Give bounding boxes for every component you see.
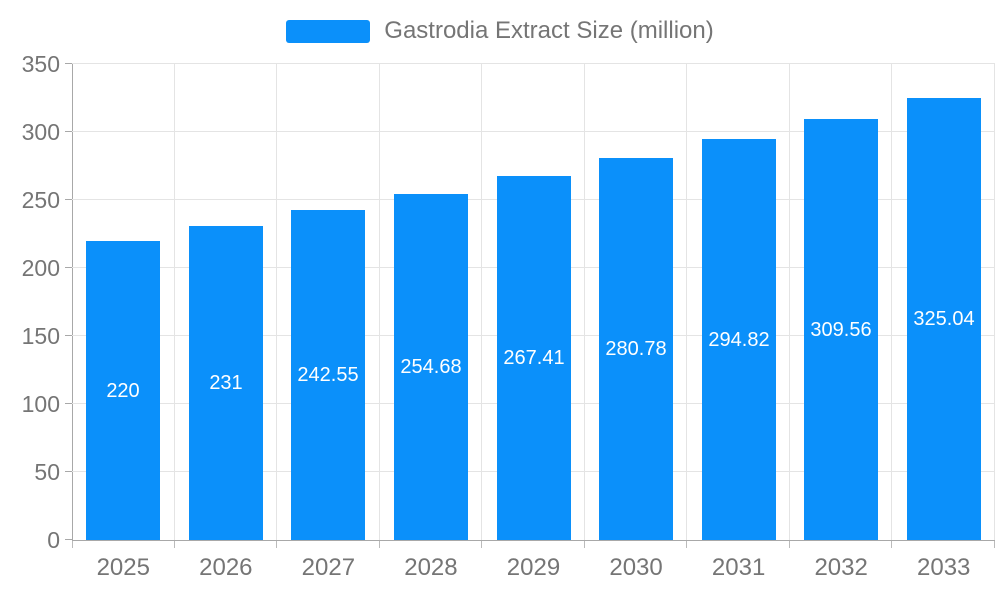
y-axis-line bbox=[72, 64, 73, 540]
x-gridline bbox=[994, 64, 995, 540]
bar-2031[interactable]: 294.82 bbox=[702, 139, 776, 540]
x-axis-tick bbox=[686, 541, 688, 548]
x-axis-tick bbox=[378, 541, 380, 548]
bar-2029[interactable]: 267.41 bbox=[497, 176, 571, 540]
y-axis-tick-label: 50 bbox=[34, 459, 60, 485]
bar-value-label: 242.55 bbox=[297, 364, 359, 386]
y-axis-tick bbox=[65, 199, 72, 200]
x-gridline bbox=[378, 64, 380, 540]
x-gridline bbox=[583, 64, 585, 540]
bar-2032[interactable]: 309.56 bbox=[804, 119, 878, 540]
x-axis-tick bbox=[994, 541, 995, 548]
y-axis-tick bbox=[65, 539, 72, 540]
bar-value-label: 309.56 bbox=[810, 318, 872, 341]
y-axis-tick bbox=[65, 267, 72, 268]
y-axis-tick bbox=[65, 335, 72, 336]
x-axis-label: 2027 bbox=[301, 554, 356, 581]
plot-area: 220 231 242.55 254.68 267.41 280.78 294.82 309.… bbox=[65, 63, 995, 548]
y-axis-tick bbox=[65, 471, 72, 472]
bar-2026[interactable]: 231 bbox=[189, 226, 263, 540]
x-axis-label: 2033 bbox=[917, 554, 971, 581]
legend-label: Gastrodia Extract Size (million) bbox=[384, 17, 714, 44]
x-axis-label: 2025 bbox=[96, 554, 150, 581]
y-gridline bbox=[72, 63, 995, 64]
y-axis-tick-label: 200 bbox=[21, 255, 60, 281]
legend[interactable]: Gastrodia Extract Size (million) bbox=[0, 19, 1000, 43]
bar-value-label: 231 bbox=[209, 372, 243, 394]
x-axis-tick bbox=[276, 541, 278, 548]
x-axis-label: 2031 bbox=[711, 554, 766, 581]
bar-value-label: 267.41 bbox=[503, 347, 565, 369]
x-axis-tick bbox=[788, 541, 790, 548]
x-gridline bbox=[891, 64, 893, 540]
y-axis-tick-label: 150 bbox=[21, 323, 60, 349]
bar-value-label: 294.82 bbox=[708, 328, 770, 351]
x-gridline bbox=[481, 64, 483, 540]
x-axis-tick bbox=[891, 541, 893, 548]
x-axis-tick bbox=[583, 541, 585, 548]
y-axis-tick bbox=[65, 131, 72, 132]
legend-swatch-icon bbox=[286, 19, 371, 43]
bar-2030[interactable]: 280.78 bbox=[599, 158, 673, 540]
y-gridline bbox=[72, 131, 995, 132]
x-gridline bbox=[686, 64, 688, 540]
x-axis-tick bbox=[72, 541, 73, 548]
x-axis-line bbox=[72, 540, 995, 541]
y-axis-tick-label: 300 bbox=[21, 119, 60, 145]
bar-2028[interactable]: 254.68 bbox=[394, 194, 468, 540]
y-axis-tick-label: 100 bbox=[21, 391, 60, 417]
x-axis-label: 2026 bbox=[199, 554, 253, 581]
y-axis-tick-label: 0 bbox=[47, 527, 60, 553]
x-axis-label: 2030 bbox=[609, 554, 663, 581]
y-axis-tick-label: 250 bbox=[21, 187, 60, 213]
x-gridline bbox=[173, 64, 175, 540]
y-axis-tick bbox=[65, 403, 72, 404]
bar-value-label: 254.68 bbox=[400, 356, 462, 378]
x-axis-tick bbox=[173, 541, 175, 548]
bar-value-label: 280.78 bbox=[605, 338, 667, 360]
bar-value-label: 325.04 bbox=[913, 308, 975, 330]
bar-2025[interactable]: 220 bbox=[86, 241, 160, 540]
x-gridline bbox=[788, 64, 790, 540]
x-axis-label: 2029 bbox=[506, 554, 561, 581]
bar-2033[interactable]: 325.04 bbox=[907, 98, 981, 540]
y-axis-tick bbox=[65, 63, 72, 64]
bar-value-label: 220 bbox=[106, 379, 140, 402]
x-axis-label: 2032 bbox=[814, 554, 868, 581]
x-axis-tick bbox=[481, 541, 483, 548]
x-gridline bbox=[276, 64, 278, 540]
y-axis-tick-label: 350 bbox=[21, 51, 60, 77]
x-axis-label: 2028 bbox=[404, 554, 458, 581]
bar-2027[interactable]: 242.55 bbox=[291, 210, 365, 540]
